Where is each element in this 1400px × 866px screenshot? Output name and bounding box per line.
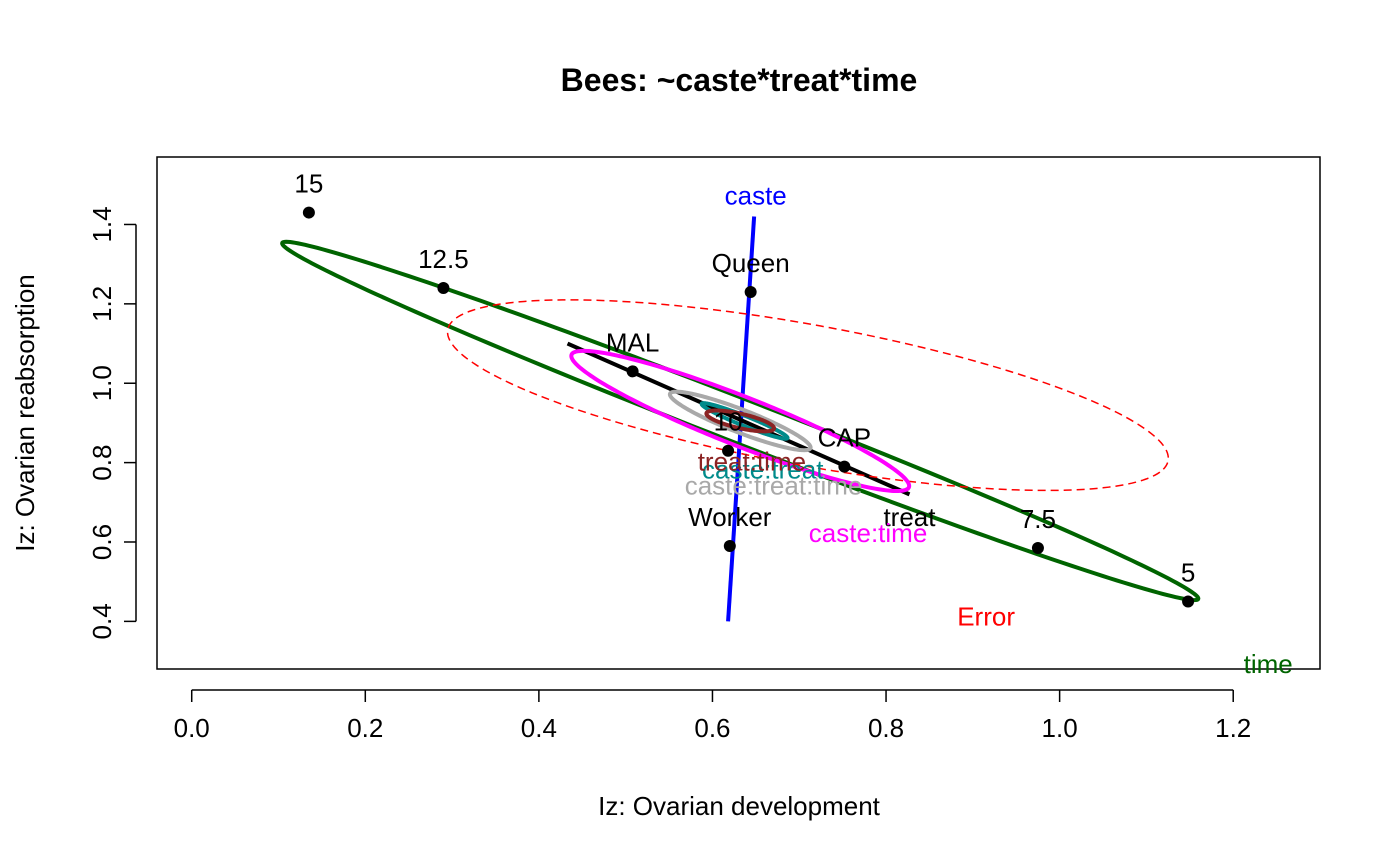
chart-title: Bees: ~caste*treat*time — [561, 62, 918, 98]
point-12-5 — [437, 281, 450, 294]
effect-caste-treat-time-ellipse — [667, 389, 813, 453]
effect-treat-line — [566, 341, 911, 497]
effects-layer — [280, 216, 1201, 622]
x-tick-label: 0.2 — [347, 713, 383, 743]
point-label-7-5: 7.5 — [1020, 504, 1056, 534]
effect-label-time: time — [1244, 649, 1293, 679]
y-tick-label: 1.2 — [87, 286, 117, 322]
point-worker — [723, 539, 736, 552]
point-label-queen: Queen — [712, 248, 790, 278]
effect-label-caste-treat: caste:treat — [702, 454, 824, 484]
effect-label-error: Error — [957, 601, 1015, 631]
point-5 — [1182, 595, 1195, 608]
point-queen — [744, 285, 757, 298]
point-15 — [302, 206, 315, 219]
effect-time-ellipse — [280, 239, 1201, 603]
effect-treat-time-ellipse — [704, 408, 777, 434]
effect-label-caste: caste — [725, 181, 787, 211]
x-tick-label: 0.8 — [868, 713, 904, 743]
point-10 — [722, 444, 735, 457]
effect-label-caste-treat-time: caste:treat:time — [685, 470, 863, 500]
plot-box — [156, 156, 1321, 670]
point-7-5 — [1031, 541, 1044, 554]
point-label-cap: CAP — [818, 423, 871, 453]
y-tick-label: 0.4 — [87, 603, 117, 639]
y-tick-label: 1.4 — [87, 206, 117, 242]
y-axis: 0.4 0.6 0.8 1.0 1.2 1.4 — [87, 206, 137, 639]
effect-caste-time-ellipse — [569, 348, 912, 494]
x-tick-label: 1.0 — [1042, 713, 1078, 743]
x-tick-label: 0.0 — [174, 713, 210, 743]
point-cap — [838, 460, 851, 473]
y-axis-label: Iz: Ovarian reabsorption — [10, 274, 40, 551]
x-tick-label: 0.6 — [694, 713, 730, 743]
effect-error-ellipse — [446, 299, 1170, 492]
y-tick-label: 1.0 — [87, 365, 117, 401]
point-label-mal: MAL — [606, 327, 659, 357]
point-label-worker: Worker — [688, 502, 772, 532]
x-tick-label: 0.4 — [521, 713, 557, 743]
point-label-10: 10 — [714, 407, 743, 437]
point-mal — [626, 365, 639, 378]
y-tick-label: 0.6 — [87, 524, 117, 560]
x-tick-label: 1.2 — [1215, 713, 1251, 743]
x-axis: 0.0 0.2 0.4 0.6 0.8 1.0 1.2 — [174, 689, 1251, 743]
effect-label-treat: treat — [883, 502, 936, 532]
point-label-5: 5 — [1181, 558, 1195, 588]
point-label-12-5: 12.5 — [418, 244, 469, 274]
points-layer: 15 12.5 Queen MAL 10 CAP Worker 7.5 5 — [294, 169, 1195, 608]
effect-labels-layer: caste treat time Error caste:time caste:treat… — [685, 181, 1293, 679]
point-label-15: 15 — [294, 169, 323, 199]
effect-label-treat-time: treat:time — [698, 447, 806, 477]
effect-label-caste-time: caste:time — [809, 518, 928, 548]
y-tick-label: 0.8 — [87, 445, 117, 481]
x-axis-label: Iz: Ovarian development — [598, 791, 881, 821]
